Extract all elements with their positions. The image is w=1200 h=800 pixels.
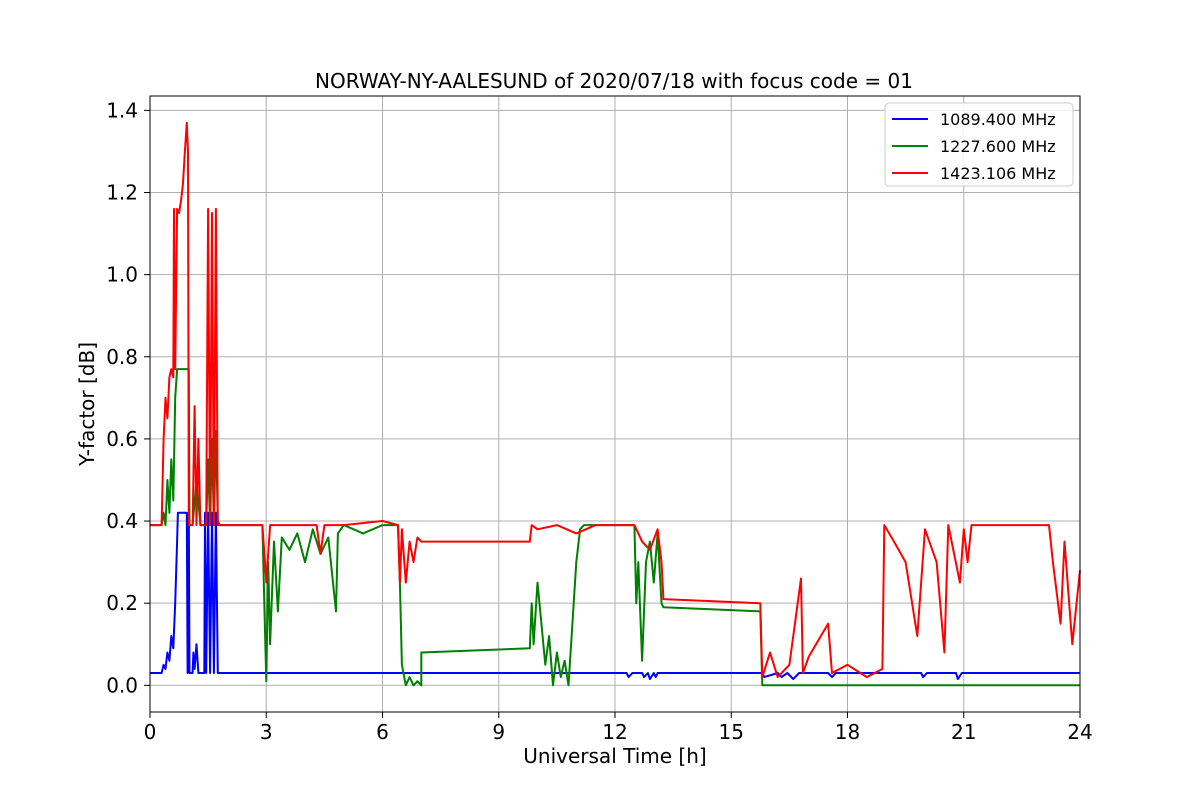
y-tick-label: 1.4 bbox=[106, 98, 138, 122]
chart-title: NORWAY-NY-AALESUND of 2020/07/18 with fo… bbox=[315, 69, 913, 93]
x-tick-label: 9 bbox=[492, 720, 505, 744]
y-tick-label: 0.0 bbox=[106, 673, 138, 697]
axis-ticks: 0 3 6 9 12 15 18 21 24 0.0 0.2 0.4 0.6 0.8 1.0 1.2 1.4 bbox=[106, 98, 1093, 744]
x-tick-label: 24 bbox=[1067, 720, 1092, 744]
legend-entry-label: 1089.400 MHz bbox=[940, 110, 1056, 129]
x-tick-label: 3 bbox=[260, 720, 273, 744]
y-tick-label: 0.2 bbox=[106, 591, 138, 615]
legend-box bbox=[884, 102, 1074, 187]
y-tick-label: 0.4 bbox=[106, 509, 138, 533]
series-line-1 bbox=[150, 511, 1080, 681]
legend-entry-label: 1423.106 MHz bbox=[940, 164, 1056, 183]
y-tick-label: 0.8 bbox=[106, 345, 138, 369]
grid-lines bbox=[149, 96, 1081, 712]
x-tick-label: 18 bbox=[835, 720, 860, 744]
legend: 1089.400 MHz 1227.600 MHz 1423.106 MHz bbox=[884, 102, 1074, 187]
x-tick-label: 0 bbox=[144, 720, 157, 744]
x-tick-label: 15 bbox=[719, 720, 744, 744]
x-tick-label: 12 bbox=[602, 720, 627, 744]
x-tick-label: 6 bbox=[376, 720, 389, 744]
y-tick-label: 1.0 bbox=[106, 263, 138, 287]
plot-series bbox=[150, 121, 1081, 687]
y-axis-label: Y-factor [dB] bbox=[75, 342, 99, 467]
x-tick-label: 21 bbox=[951, 720, 976, 744]
legend-entry-label: 1227.600 MHz bbox=[940, 137, 1056, 156]
y-tick-label: 1.2 bbox=[106, 181, 138, 205]
y-tick-label: 0.6 bbox=[106, 427, 138, 451]
series-line-3 bbox=[150, 121, 1081, 679]
x-axis-label: Universal Time [h] bbox=[523, 744, 706, 768]
